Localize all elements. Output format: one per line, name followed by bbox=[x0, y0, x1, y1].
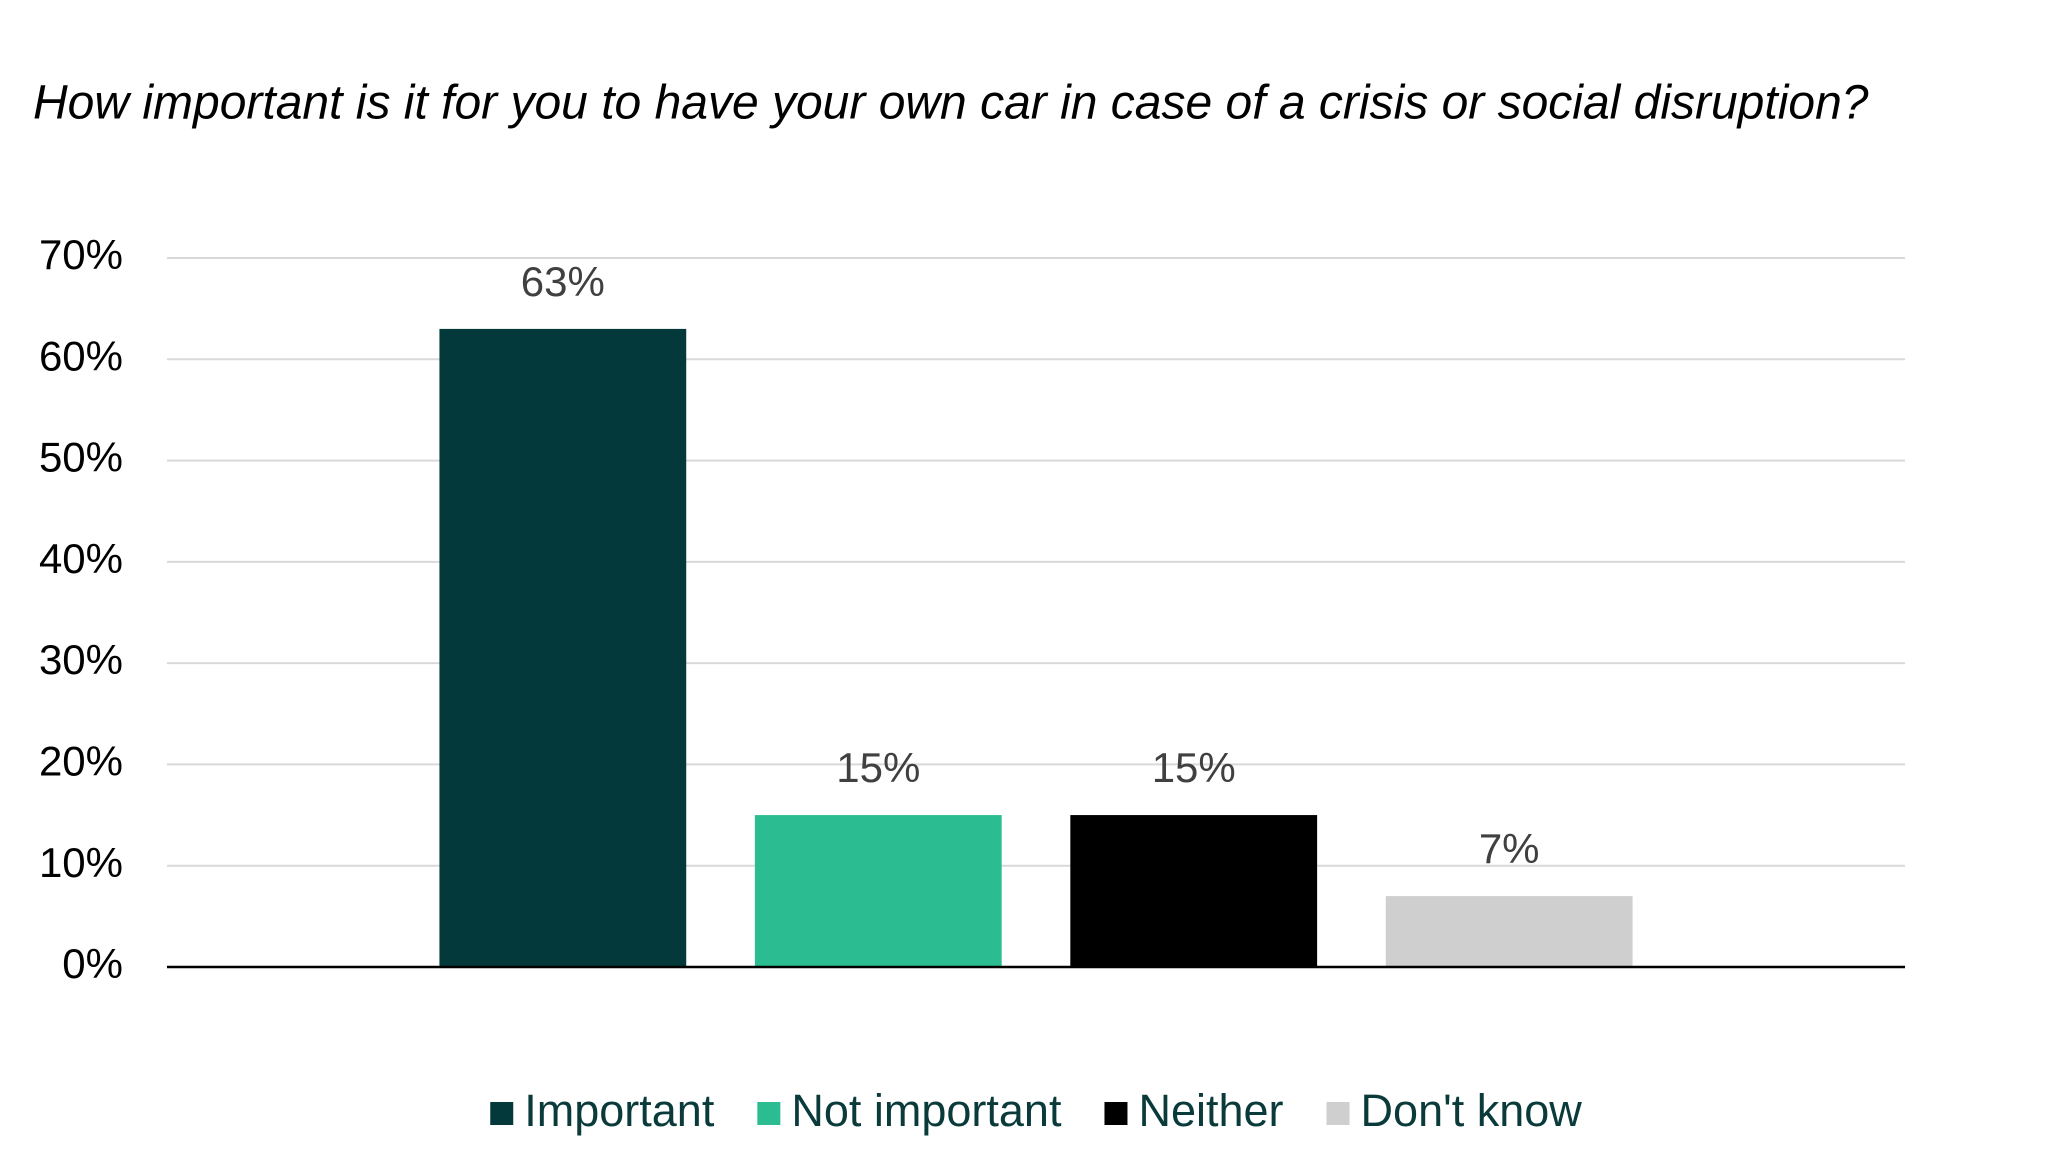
bar bbox=[439, 328, 687, 967]
y-tick-label: 60% bbox=[39, 332, 123, 379]
bar bbox=[1385, 896, 1633, 967]
legend-label: Important bbox=[524, 1085, 715, 1136]
data-label: 63% bbox=[521, 258, 605, 305]
chart-title: How important is it for you to have your… bbox=[33, 77, 1869, 130]
legend-swatch bbox=[1104, 1102, 1128, 1125]
legend-swatch bbox=[757, 1102, 781, 1125]
y-tick-label: 10% bbox=[39, 839, 123, 886]
y-tick-label: 70% bbox=[39, 231, 123, 278]
bar bbox=[754, 815, 1002, 967]
data-label: 7% bbox=[1479, 825, 1540, 872]
legend-swatch bbox=[1326, 1102, 1350, 1125]
legend-label: Neither bbox=[1138, 1085, 1283, 1136]
legend-swatch bbox=[490, 1102, 514, 1125]
data-label: 15% bbox=[1152, 744, 1236, 791]
y-tick-label: 40% bbox=[39, 535, 123, 582]
bar bbox=[1070, 815, 1318, 967]
y-tick-label: 0% bbox=[62, 940, 123, 987]
y-tick-label: 50% bbox=[39, 434, 123, 481]
y-tick-label: 30% bbox=[39, 636, 123, 683]
legend-label: Don't know bbox=[1361, 1085, 1583, 1136]
y-tick-label: 20% bbox=[39, 738, 123, 785]
data-label: 15% bbox=[836, 744, 920, 791]
legend-label: Not important bbox=[791, 1085, 1062, 1136]
